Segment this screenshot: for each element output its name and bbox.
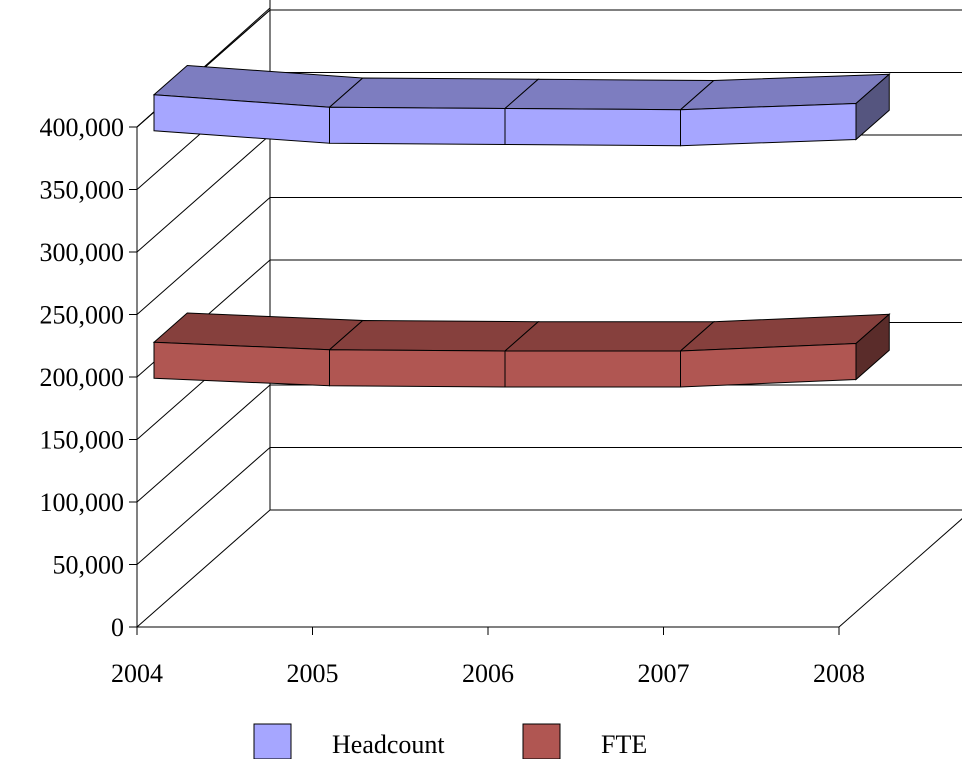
legend-label-fte: FTE — [601, 730, 647, 759]
y-tick-label: 300,000 — [40, 238, 125, 267]
ribbon-top-segment — [328, 319, 540, 352]
ribbon-top-segment — [503, 321, 716, 352]
ribbon-front-segment — [680, 102, 857, 147]
y-axis: 0 50,000 100,000 150,000 200,000 250,000 300,0… — [40, 113, 137, 642]
ribbon-front-segment — [680, 342, 857, 388]
gridline-side — [136, 509, 271, 628]
legend-swatch-fte — [522, 723, 561, 759]
floor-right-edge — [838, 518, 962, 628]
ribbon-front-segment — [329, 349, 506, 388]
y-tick-label: 350,000 — [40, 176, 125, 205]
x-tick-label: 2004 — [111, 659, 163, 688]
series-fte — [152, 312, 891, 388]
ribbon-front-segment — [153, 341, 330, 387]
gridline-side — [136, 384, 271, 503]
y-tick-label: 0 — [111, 613, 124, 642]
x-tick-label: 2006 — [462, 659, 514, 688]
gridline-side — [136, 197, 271, 315]
x-tick-label: 2008 — [813, 659, 865, 688]
y-tick-label: 50,000 — [53, 551, 125, 580]
x-tick-label: 2007 — [638, 659, 690, 688]
ribbon-top-segment — [503, 78, 716, 111]
series-headcount — [152, 64, 891, 147]
y-tick-label: 200,000 — [40, 363, 125, 392]
y-tick-label: 250,000 — [40, 301, 125, 330]
x-axis: 2004 2005 2006 2007 2008 — [111, 627, 865, 688]
x-tick-label: 2005 — [287, 659, 339, 688]
gridline-side — [136, 447, 271, 565]
ribbon-top-segment — [328, 77, 540, 110]
legend-swatch-headcount — [253, 723, 292, 759]
y-tick-label: 150,000 — [40, 426, 125, 455]
series-layer — [152, 64, 891, 388]
ribbon-front-segment — [504, 350, 681, 388]
gridline-side — [136, 134, 271, 253]
y-tick-label: 100,000 — [40, 488, 125, 517]
legend-label-headcount: Headcount — [332, 730, 445, 759]
ribbon-front-segment — [329, 106, 506, 146]
legend: Headcount FTE — [253, 723, 647, 759]
ribbon-front-segment — [504, 107, 681, 147]
y-tick-label: 400,000 — [40, 113, 125, 142]
